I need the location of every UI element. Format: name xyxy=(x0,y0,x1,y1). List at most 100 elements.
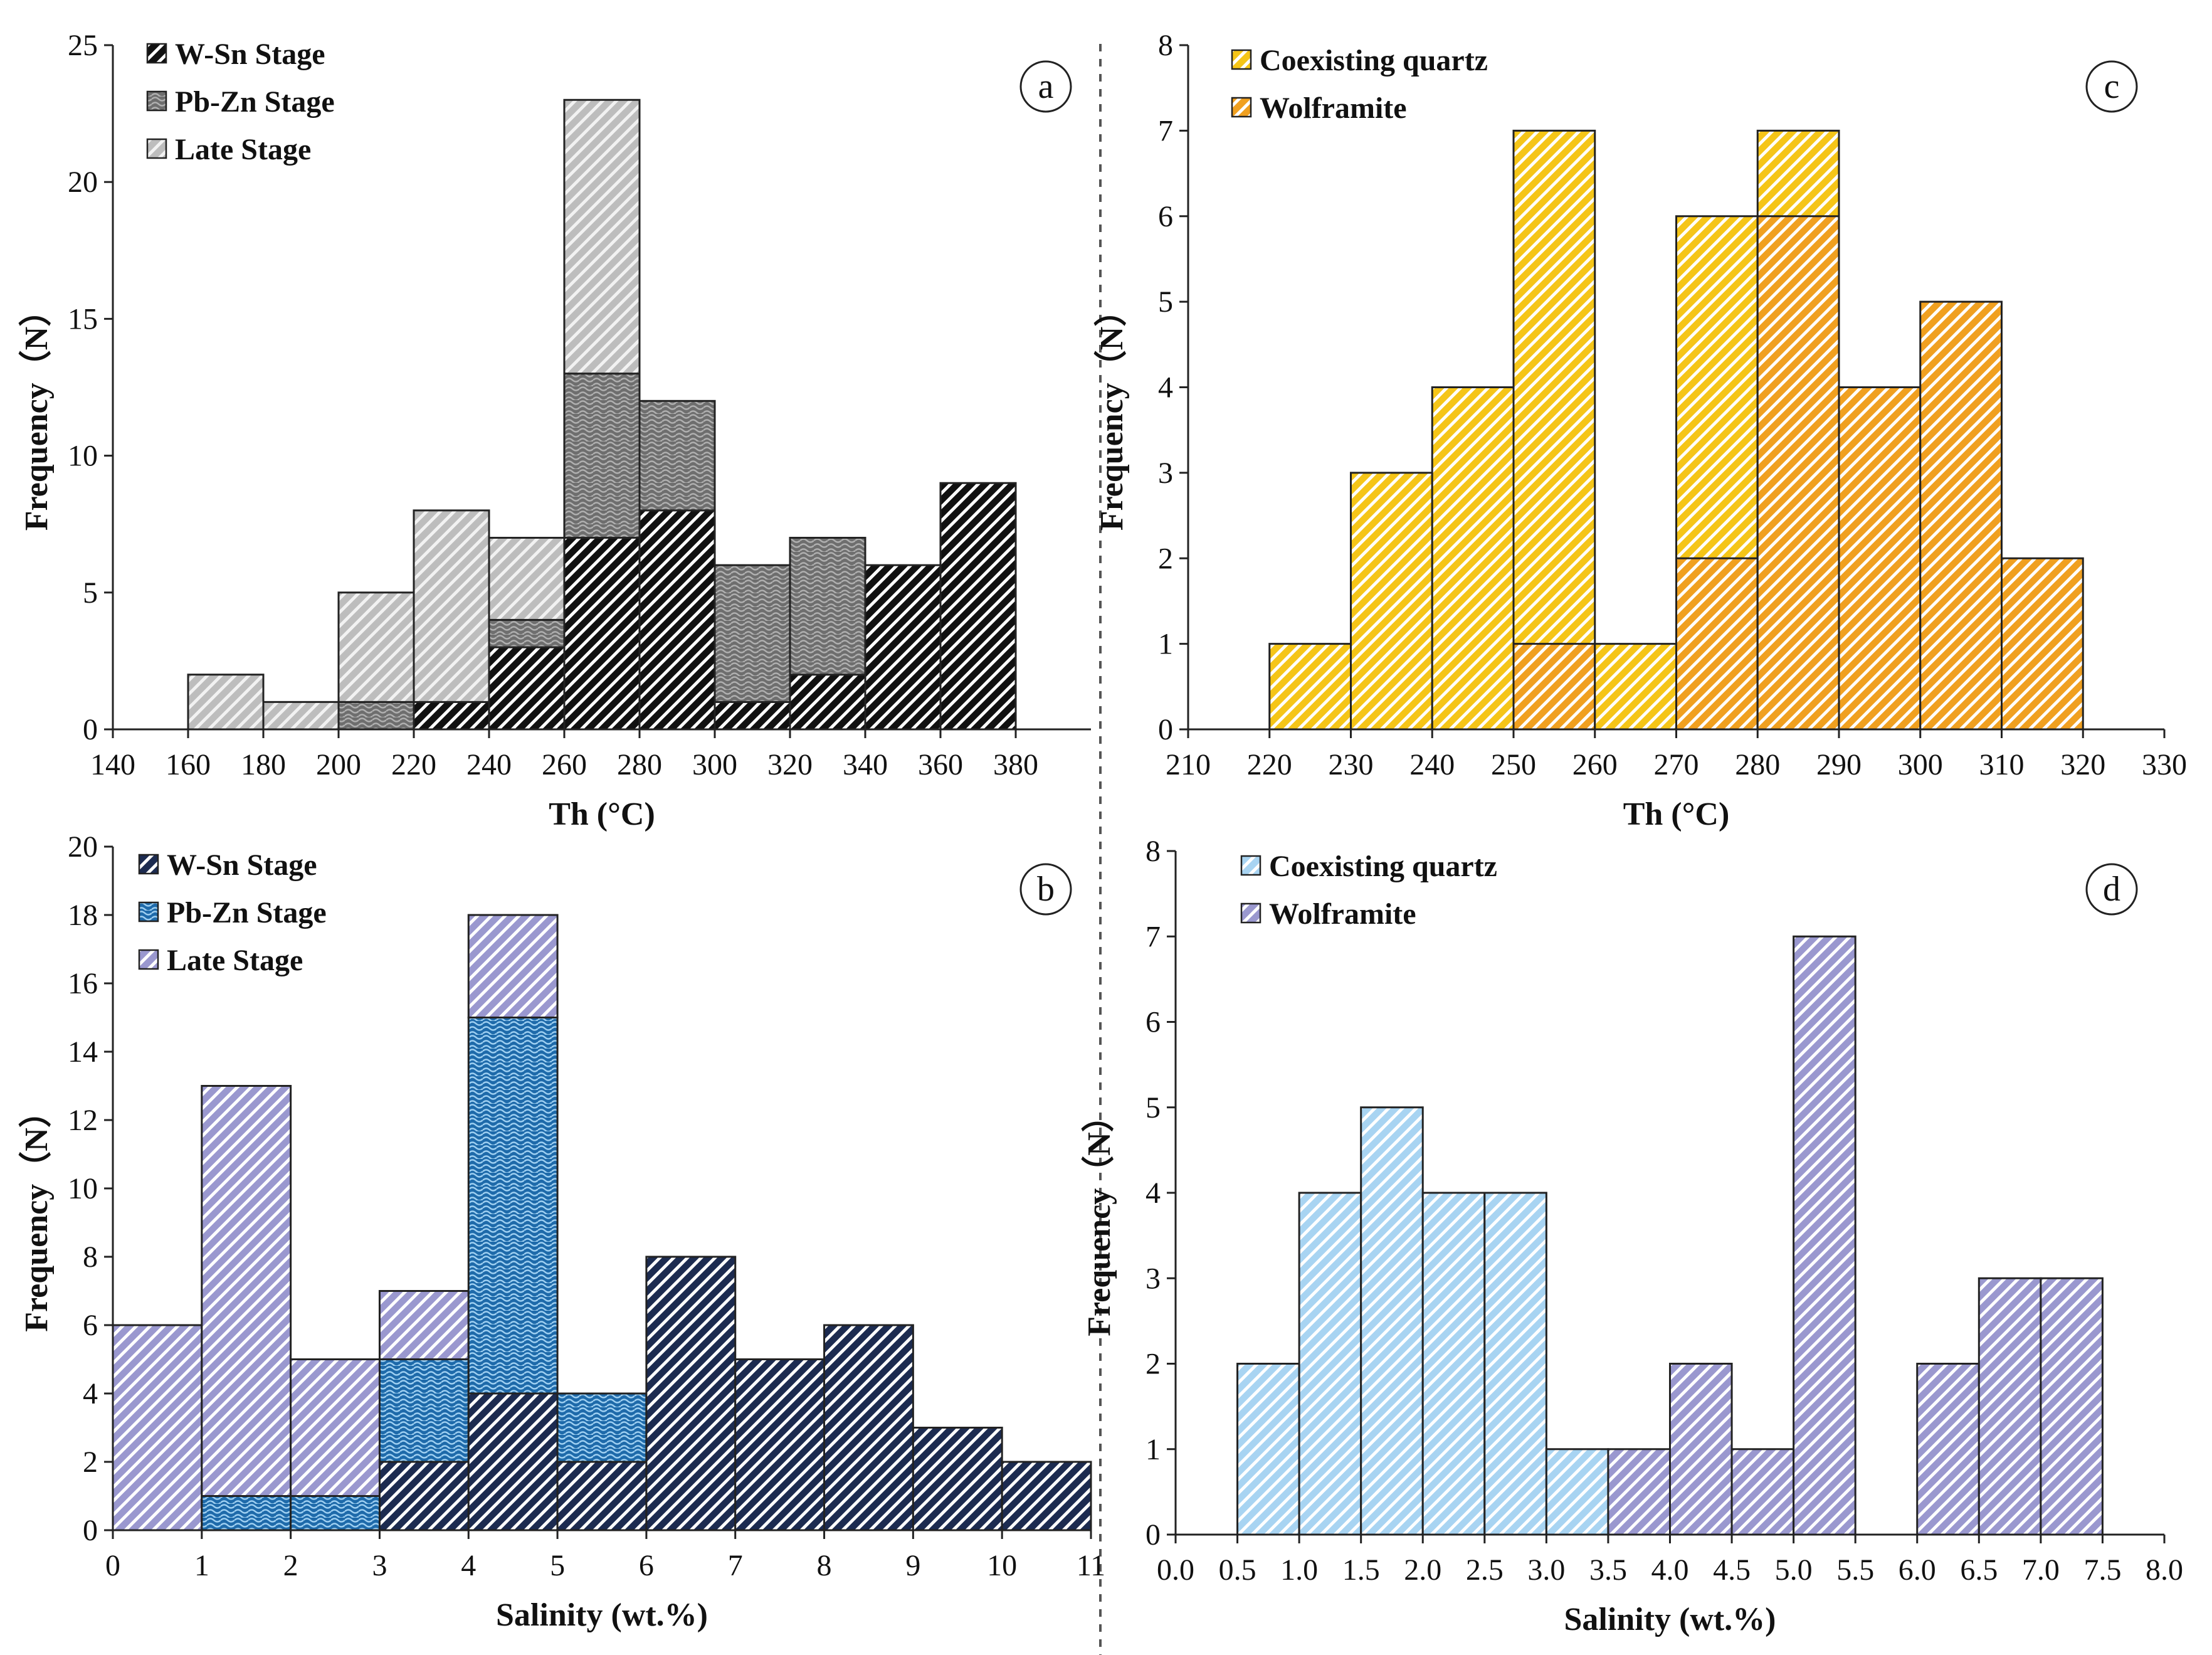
bar-late-stage xyxy=(413,509,490,703)
x-tick-label: 240 xyxy=(1409,748,1455,781)
x-tick-label: 300 xyxy=(692,748,737,781)
bar-late-stage xyxy=(488,537,566,621)
bar-pb-zn-stage xyxy=(201,1495,292,1531)
y-tick-label: 0 xyxy=(83,1514,98,1547)
bar-pb-zn-stage xyxy=(714,564,791,703)
bar-w-sn-stage xyxy=(563,537,641,731)
bar-late-stage xyxy=(201,1085,292,1497)
legend-swatch xyxy=(146,90,167,112)
y-tick-label: 6 xyxy=(83,1309,98,1342)
bar-wolframite xyxy=(1919,300,2003,731)
bar-w-sn-stage xyxy=(378,1461,470,1531)
x-tick-label: 320 xyxy=(2060,748,2105,781)
x-tick-label: 3 xyxy=(372,1549,387,1582)
y-tick-label: 7 xyxy=(1146,920,1161,953)
bar-pb-zn-stage xyxy=(290,1495,381,1531)
y-tick-label: 18 xyxy=(68,899,98,932)
x-axis-title: Salinity (wt.%) xyxy=(1564,1602,1776,1637)
x-tick-label: 0.5 xyxy=(1219,1553,1256,1587)
bar-late-stage xyxy=(262,701,340,731)
bars xyxy=(1268,129,2084,731)
x-tick-label: 160 xyxy=(166,748,211,781)
legend-label: Coexisting quartz xyxy=(1269,850,1497,883)
y-tick-label: 5 xyxy=(1146,1091,1161,1124)
bar-w-sn-stage xyxy=(714,701,791,731)
bar-late-stage xyxy=(378,1290,470,1360)
x-tick-label: 2.0 xyxy=(1404,1553,1441,1587)
legend-label: Late Stage xyxy=(175,133,311,166)
y-tick-label: 12 xyxy=(68,1104,98,1137)
bar-wolframite xyxy=(1512,643,1596,731)
y-axis-title: Frequency（N） xyxy=(1093,294,1130,531)
y-tick-label: 5 xyxy=(83,576,98,610)
panel-a: 0 5 10 15 20 25 140 160 180 200 220 240 260 280 300 320… xyxy=(18,29,1091,832)
legend-label: Coexisting quartz xyxy=(1260,44,1488,77)
x-tick-label: 2 xyxy=(283,1549,298,1582)
legend: W-Sn Stage Pb-Zn Stage Late Stage xyxy=(146,38,335,166)
bar-wolframite xyxy=(2001,557,2084,731)
bar-coexisting-quartz xyxy=(1421,1192,1486,1536)
legend-label: Wolframite xyxy=(1260,92,1407,125)
x-tick-label: 340 xyxy=(843,748,888,781)
x-tick-label: 360 xyxy=(918,748,963,781)
y-tick-label: 25 xyxy=(68,29,98,62)
x-tick-label: 4.5 xyxy=(1713,1553,1751,1587)
bars xyxy=(187,98,1017,731)
x-tick-label: 7 xyxy=(728,1549,743,1582)
x-tick-label: 220 xyxy=(391,748,436,781)
legend-swatch xyxy=(138,949,159,970)
bar-late-stage xyxy=(563,98,641,375)
y-tick-label: 5 xyxy=(1158,285,1173,319)
x-tick-label: 280 xyxy=(1735,748,1780,781)
x-tick-label: 250 xyxy=(1491,748,1536,781)
bar-coexisting-quartz xyxy=(1512,129,1596,731)
y-tick-label: 14 xyxy=(68,1035,98,1069)
x-tick-label: 3.0 xyxy=(1527,1553,1565,1587)
bar-late-stage xyxy=(187,674,265,731)
y-tick-label: 6 xyxy=(1158,200,1173,233)
y-tick-label: 2 xyxy=(1146,1348,1161,1381)
x-tick-label: 330 xyxy=(2142,748,2187,781)
x-tick-label: 220 xyxy=(1247,748,1292,781)
x-tick-label: 0 xyxy=(105,1549,120,1582)
bar-wolframite xyxy=(1669,1363,1733,1536)
bar-pb-zn-stage xyxy=(563,373,641,539)
x-tick-label: 380 xyxy=(993,748,1038,781)
legend-swatch xyxy=(1231,49,1252,70)
x-tick-label: 2.5 xyxy=(1466,1553,1504,1587)
y-tick-label: 8 xyxy=(83,1240,98,1274)
panel-c: 0 1 2 3 4 5 6 7 8 210 220 230 240 250 260 270 280 290 300 3… xyxy=(1093,29,2187,832)
bar-coexisting-quartz xyxy=(1268,643,1352,731)
panel-label: b xyxy=(1037,870,1055,909)
y-tick-label: 4 xyxy=(83,1377,98,1410)
legend-label: Late Stage xyxy=(167,944,303,977)
legend-swatch xyxy=(1231,97,1252,118)
x-tick-label: 6.0 xyxy=(1899,1553,1936,1587)
legend-label: W-Sn Stage xyxy=(167,849,317,882)
x-tick-label: 5.5 xyxy=(1836,1553,1874,1587)
x-axis-title: Th (°C) xyxy=(549,796,655,832)
x-tick-label: 9 xyxy=(905,1549,920,1582)
bar-w-sn-stage xyxy=(556,1461,648,1531)
x-tick-label: 300 xyxy=(1898,748,1943,781)
panel-label-circle xyxy=(1019,60,1072,113)
x-tick-label: 4.0 xyxy=(1651,1553,1689,1587)
bar-wolframite xyxy=(1756,215,1840,731)
y-tick-label: 16 xyxy=(68,967,98,1000)
y-tick-label: 3 xyxy=(1158,457,1173,490)
panel-label-circle xyxy=(2085,60,2138,113)
bar-w-sn-stage xyxy=(1001,1461,1092,1531)
legend-label: W-Sn Stage xyxy=(175,38,325,71)
legend-swatch xyxy=(146,138,167,159)
bar-wolframite xyxy=(2040,1277,2104,1536)
bar-wolframite xyxy=(1793,935,1856,1536)
y-tick-label: 2 xyxy=(1158,542,1173,575)
bar-wolframite xyxy=(1978,1277,2042,1536)
bar-late-stage xyxy=(112,1324,203,1531)
x-tick-label: 320 xyxy=(767,748,813,781)
x-tick-label: 11 xyxy=(1077,1549,1105,1582)
bar-pb-zn-stage xyxy=(337,701,415,731)
bar-w-sn-stage xyxy=(912,1427,1003,1531)
